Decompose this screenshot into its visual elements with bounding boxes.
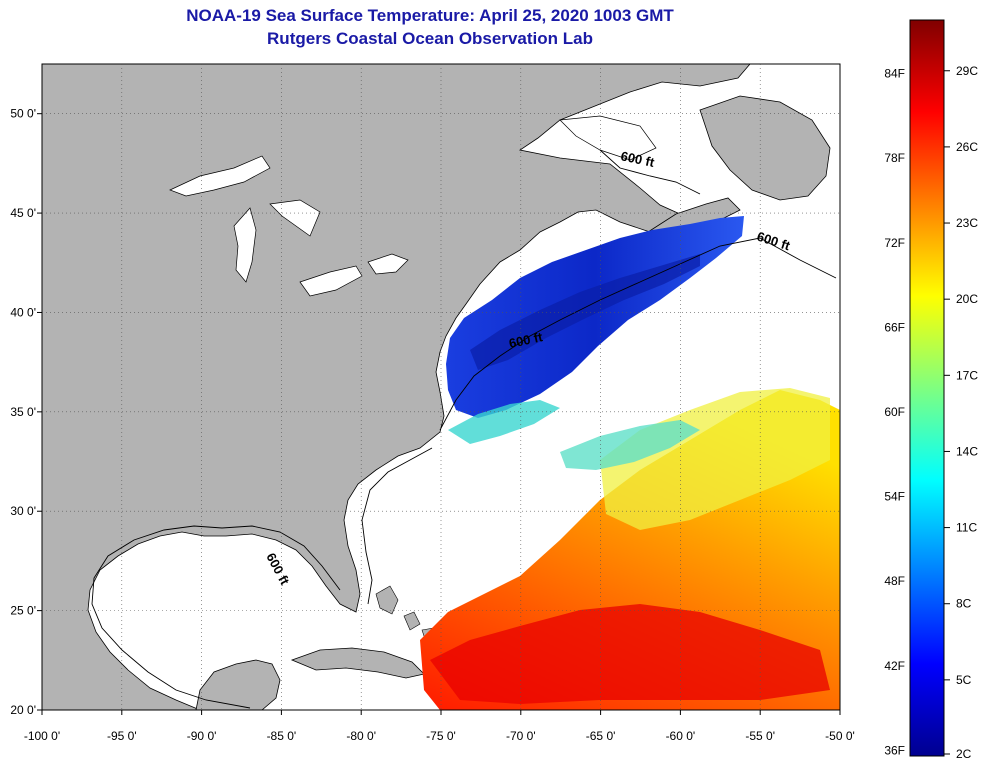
colorbar-c-label: 2C bbox=[956, 747, 972, 761]
colorbar-f-label: 72F bbox=[884, 236, 905, 250]
lat-label: 40 0' bbox=[10, 305, 36, 319]
isobath-label: 600 ft bbox=[619, 148, 656, 170]
lon-label: -80 0' bbox=[346, 729, 376, 743]
colorbar-f-label: 42F bbox=[884, 659, 905, 673]
colorbar-c-label: 26C bbox=[956, 140, 978, 154]
land-newfoundland bbox=[699, 95, 831, 201]
latitude-axis: 50 0' 45 0' 40 0' 35 0' 30 0' 25 0' 20 0' bbox=[10, 107, 42, 717]
colorbar-c-label: 14C bbox=[956, 444, 978, 458]
lon-label: -60 0' bbox=[666, 729, 696, 743]
lat-label: 30 0' bbox=[10, 504, 36, 518]
isobath-label: 600 ft bbox=[508, 329, 545, 351]
lat-label: 45 0' bbox=[10, 206, 36, 220]
map-title: NOAA-19 Sea Surface Temperature: April 2… bbox=[186, 6, 674, 25]
colorbar bbox=[909, 19, 945, 757]
colorbar-celsius-labels: 29C 26C 23C 20C 17C 14C 11C 8C 5C 2C bbox=[944, 64, 978, 761]
colorbar-f-label: 66F bbox=[884, 320, 905, 334]
great-lakes bbox=[169, 115, 657, 297]
lat-label: 25 0' bbox=[10, 604, 36, 618]
colorbar-f-label: 84F bbox=[884, 67, 905, 81]
colorbar-f-label: 54F bbox=[884, 490, 905, 504]
colorbar-c-label: 17C bbox=[956, 368, 978, 382]
colorbar-f-label: 48F bbox=[884, 574, 905, 588]
land-north-america bbox=[42, 64, 751, 710]
lon-label: -75 0' bbox=[426, 729, 456, 743]
colorbar-c-label: 8C bbox=[956, 597, 972, 611]
lon-label: -100 0' bbox=[24, 729, 60, 743]
lon-label: -65 0' bbox=[586, 729, 616, 743]
colorbar-f-label: 60F bbox=[884, 405, 905, 419]
lon-label: -95 0' bbox=[107, 729, 137, 743]
lon-label: -70 0' bbox=[506, 729, 536, 743]
lon-label: -50 0' bbox=[825, 729, 855, 743]
lat-label: 35 0' bbox=[10, 405, 36, 419]
colorbar-c-label: 23C bbox=[956, 216, 978, 230]
lon-label: -85 0' bbox=[267, 729, 297, 743]
longitude-axis: -100 0' -95 0' -90 0' -85 0' -80 0' -75 0' -70… bbox=[24, 710, 855, 743]
lon-label: -90 0' bbox=[187, 729, 217, 743]
isobath-600ft bbox=[91, 149, 837, 709]
sst-cool-band bbox=[448, 400, 560, 444]
colorbar-c-label: 11C bbox=[956, 521, 977, 535]
sst-cold-core bbox=[470, 254, 700, 370]
colorbar-fahrenheit-labels: 84F 78F 72F 66F 60F 54F 48F 42F 36F bbox=[884, 67, 905, 758]
lon-label: -55 0' bbox=[745, 729, 775, 743]
lat-label: 20 0' bbox=[10, 703, 36, 717]
latitude-grid bbox=[42, 113, 840, 611]
colorbar-f-label: 78F bbox=[884, 151, 905, 165]
sst-hot-core bbox=[430, 604, 830, 704]
colorbar-c-label: 29C bbox=[956, 64, 978, 78]
sst-cyan-patches bbox=[560, 420, 700, 470]
lat-label: 50 0' bbox=[10, 107, 36, 121]
land-yucatan bbox=[195, 659, 281, 710]
colorbar-f-label: 36F bbox=[884, 743, 905, 757]
colorbar-c-label: 5C bbox=[956, 673, 972, 687]
map-subtitle: Rutgers Coastal Ocean Observation Lab bbox=[267, 29, 593, 48]
colorbar-c-label: 20C bbox=[956, 292, 978, 306]
